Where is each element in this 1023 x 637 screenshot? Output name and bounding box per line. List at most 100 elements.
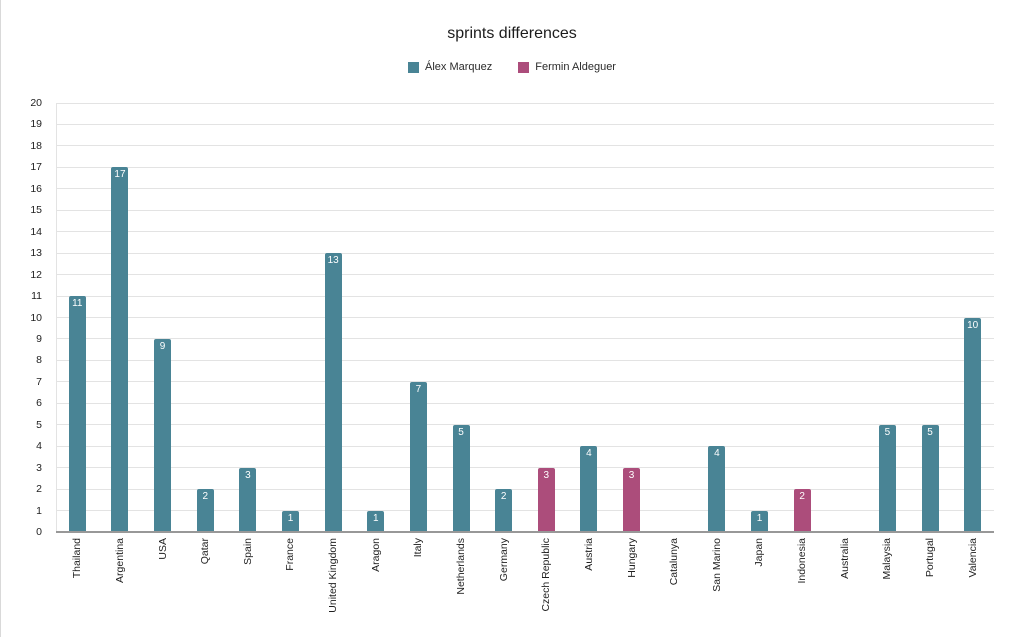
bar-value-label: 3 <box>628 469 635 481</box>
bar-portugal: 5 <box>921 424 939 532</box>
grid-line <box>56 445 994 447</box>
x-axis-label-hungary: Hungary <box>610 538 653 622</box>
bar-argentina: 17 <box>111 167 129 532</box>
grid-line <box>56 102 994 104</box>
bar-value-label: 17 <box>114 169 126 181</box>
grid-line <box>56 295 994 297</box>
grid-line <box>56 166 994 168</box>
x-axis-label-text: Catalunya <box>668 538 681 586</box>
bar-aragon: 1 <box>367 510 385 532</box>
x-axis-label-japan: Japan <box>738 538 781 622</box>
x-axis-label-text: United Kingdom <box>327 538 340 613</box>
bar-japan: 1 <box>751 510 768 532</box>
grid-line <box>56 402 994 404</box>
bar-value-label: 4 <box>586 448 592 460</box>
x-axis-label-czech-republic: Czech Republic <box>525 538 568 622</box>
x-axis-label-text: Malaysia <box>881 538 894 580</box>
x-axis-label-text: USA <box>156 538 169 560</box>
x-axis-label-indonesia: Indonesia <box>781 538 824 622</box>
x-axis-label-malaysia: Malaysia <box>866 538 909 622</box>
y-axis-tick-label: 0 <box>36 526 42 538</box>
y-axis-tick-label: 10 <box>30 311 42 324</box>
bar-value-label: 11 <box>72 298 83 310</box>
bar-value-label: 7 <box>415 383 422 395</box>
bar-value-label: 4 <box>714 448 720 460</box>
bar-netherlands: 5 <box>452 424 470 532</box>
x-axis-label-netherlands: Netherlands <box>440 538 483 622</box>
chart-title: sprints differences <box>447 25 577 42</box>
y-axis-tick-label: 8 <box>36 354 42 367</box>
bar-value-label: 1 <box>756 512 763 524</box>
x-axis-label-text: Argentina <box>113 538 126 583</box>
y-axis-tick-label: 16 <box>30 182 42 195</box>
x-axis-label-catalunya: Catalunya <box>653 538 696 622</box>
bar-hungary: 3 <box>623 467 641 532</box>
x-axis-label-text: Valencia <box>966 538 979 578</box>
bar-value-label: 5 <box>927 426 933 438</box>
y-axis-tick-label: 3 <box>36 461 42 474</box>
legend-item-fermin-aldeguer: Fermin Aldeguer <box>518 61 616 73</box>
legend-label-alex-marquez: Álex Marquez <box>425 61 493 73</box>
bar-czech-republic: 3 <box>537 467 555 532</box>
y-axis-tick-label: 7 <box>36 375 42 388</box>
x-axis-line <box>56 531 994 533</box>
x-axis-label-san-marino: San Marino <box>696 538 739 622</box>
y-axis-tick-label: 5 <box>36 418 42 431</box>
y-axis-tick-label: 2 <box>36 483 42 496</box>
bar-value-label: 2 <box>500 491 507 503</box>
bar-germany: 2 <box>495 489 513 532</box>
bar-valencia: 10 <box>964 317 982 532</box>
y-axis-tick-label: 11 <box>31 290 42 303</box>
bar-value-label: 5 <box>458 426 464 438</box>
x-axis-label-france: France <box>269 538 312 622</box>
y-axis-tick-label: 19 <box>30 118 42 131</box>
bar-italy: 7 <box>409 381 427 532</box>
grid-line <box>56 123 994 125</box>
x-axis-label-aragon: Aragon <box>354 538 397 622</box>
legend: Álex Marquez Fermin Aldeguer <box>1 61 1023 73</box>
bar-value-label: 10 <box>967 319 979 331</box>
bar-value-label: 13 <box>327 255 339 267</box>
legend-color-swatch-alex-marquez <box>408 61 419 73</box>
x-axis-label-text: Austria <box>582 538 595 571</box>
y-axis-tick-label: 15 <box>30 204 42 217</box>
grid-line <box>56 359 994 361</box>
x-axis-label-text: Japan <box>753 538 766 567</box>
bar-value-label: 1 <box>287 512 294 524</box>
bar-usa: 9 <box>154 338 172 532</box>
bar-value-label: 3 <box>245 469 251 481</box>
y-axis-tick-label: 4 <box>36 440 42 453</box>
y-axis-tick-label: 13 <box>30 247 42 260</box>
grid-line <box>56 188 994 190</box>
bar-spain: 3 <box>239 467 257 532</box>
x-axis-label-united-kingdom: United Kingdom <box>312 538 355 622</box>
bar-value-label: 5 <box>884 426 891 438</box>
y-axis-tick-label: 6 <box>36 397 42 410</box>
bar-indonesia: 2 <box>793 489 811 532</box>
x-axis-label-spain: Spain <box>227 538 270 622</box>
x-axis-label-text: France <box>284 538 297 571</box>
x-axis-label-text: Portugal <box>924 538 937 578</box>
x-axis-label-usa: USA <box>141 538 184 622</box>
x-axis-label-argentina: Argentina <box>99 538 142 622</box>
y-axis-tick-label: 1 <box>36 504 42 517</box>
bar-united-kingdom: 13 <box>324 253 342 532</box>
x-axis-label-text: Germany <box>497 538 510 582</box>
grid-line <box>56 488 994 490</box>
grid-line <box>56 209 994 211</box>
bar-value-label: 3 <box>543 469 550 481</box>
x-axis-label-text: Australia <box>838 538 851 579</box>
grid-line <box>56 424 994 426</box>
bar-value-label: 2 <box>799 491 805 503</box>
legend-item-alex-marquez: Álex Marquez <box>408 61 492 73</box>
x-axis-label-text: Netherlands <box>455 538 468 595</box>
x-axis-label-text: Thailand <box>71 538 84 579</box>
grid-line <box>56 231 994 233</box>
bar-qatar: 2 <box>196 489 214 532</box>
grid-line <box>56 317 994 318</box>
bar-san-marino: 4 <box>708 446 726 532</box>
x-axis-label-portugal: Portugal <box>909 538 952 622</box>
grid-line <box>56 145 994 147</box>
legend-label-fermin-aldeguer: Fermin Aldeguer <box>535 61 616 73</box>
